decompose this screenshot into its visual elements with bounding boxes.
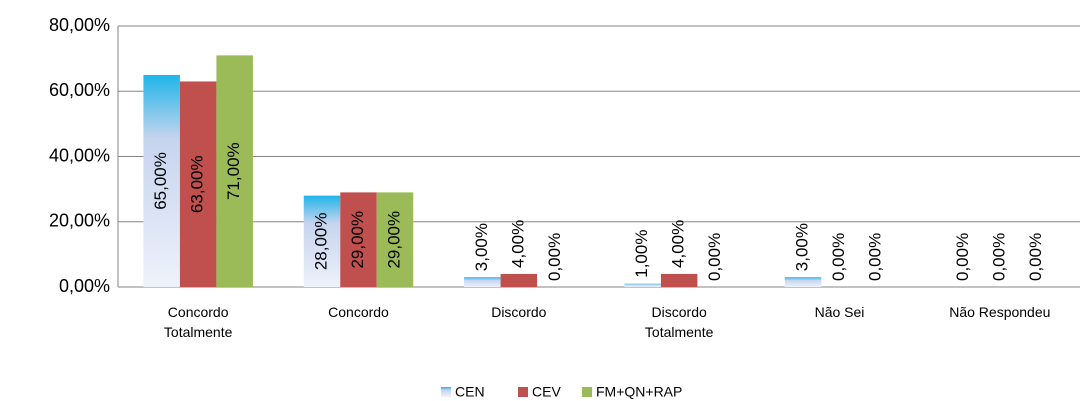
- data-label: 0,00%: [545, 233, 564, 281]
- x-tick-label: Concordo: [328, 304, 389, 320]
- bar: [376, 192, 414, 287]
- data-label: 0,00%: [865, 233, 884, 281]
- legend-swatch: [518, 387, 528, 397]
- x-tick-label: Não Respondeu: [949, 304, 1051, 320]
- bar: [500, 273, 538, 287]
- data-label: 0,00%: [705, 233, 724, 281]
- legend-label: CEN: [455, 384, 485, 400]
- data-label: 0,00%: [953, 233, 972, 281]
- bar: [784, 277, 822, 287]
- bar: [216, 55, 253, 287]
- bar: [624, 283, 661, 287]
- data-label: 0,00%: [989, 233, 1008, 281]
- data-label: 29,00%: [348, 211, 367, 269]
- x-tick-label: Concordo Totalmente: [163, 304, 233, 340]
- x-tick-label: Não Sei: [814, 304, 865, 320]
- bar: [464, 277, 501, 287]
- bar: [143, 74, 180, 287]
- data-label: 0,00%: [829, 233, 848, 281]
- data-label: 29,00%: [384, 211, 403, 269]
- data-label: 65,00%: [151, 152, 170, 210]
- data-label: 3,00%: [792, 223, 811, 271]
- y-tick-label: 20,00%: [49, 211, 110, 231]
- bar: [303, 195, 341, 287]
- legend-label: FM+QN+RAP: [596, 384, 682, 400]
- x-tick-label: Discordo Totalmente: [644, 304, 714, 340]
- legend-label: CEV: [532, 384, 561, 400]
- x-tick-label: Discordo: [491, 304, 547, 320]
- y-tick-label: 40,00%: [49, 145, 110, 165]
- data-label: 0,00%: [1026, 233, 1045, 281]
- bar: [340, 192, 377, 287]
- legend-swatch: [441, 387, 451, 397]
- data-label: 63,00%: [188, 155, 207, 213]
- bar: [179, 81, 217, 288]
- data-label: 3,00%: [472, 223, 491, 271]
- y-tick-label: 60,00%: [49, 80, 110, 100]
- y-tick-label: 0,00%: [59, 276, 110, 296]
- data-label: 28,00%: [311, 212, 330, 270]
- data-label: 4,00%: [508, 220, 527, 268]
- data-label: 4,00%: [669, 220, 688, 268]
- data-label: 1,00%: [632, 230, 651, 278]
- y-tick-label: 80,00%: [49, 15, 110, 35]
- bar: [660, 273, 698, 287]
- legend-swatch: [582, 387, 592, 397]
- data-label: 71,00%: [224, 142, 243, 200]
